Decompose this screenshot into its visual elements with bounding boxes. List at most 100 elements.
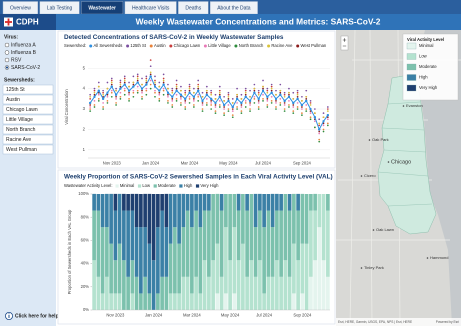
data-point <box>175 93 178 96</box>
data-point <box>314 120 316 123</box>
data-point <box>249 102 251 104</box>
bar-segment <box>228 194 232 261</box>
map-legend-label: High <box>419 75 428 80</box>
data-point <box>188 97 191 100</box>
data-point <box>162 87 165 90</box>
zoom-control[interactable] <box>340 35 349 51</box>
data-point <box>184 100 187 102</box>
data-point <box>171 87 174 90</box>
bar-segment <box>317 227 322 310</box>
help-link[interactable]: Click here for help <box>15 313 59 319</box>
data-point <box>145 75 148 78</box>
bar-segment <box>185 210 190 277</box>
sewershed-option[interactable]: Chicago Lawn <box>6 107 38 113</box>
legend-swatch <box>137 184 142 188</box>
zoom-icons <box>342 38 347 47</box>
sewershed-option[interactable]: Little Village <box>6 117 33 123</box>
bar-segment <box>245 210 249 277</box>
bar-segment <box>202 260 207 310</box>
data-point <box>128 100 130 102</box>
sewershed-button[interactable] <box>2 144 54 155</box>
data-point <box>249 108 251 110</box>
virus-option[interactable]: RSV <box>11 57 22 63</box>
data-point <box>210 104 213 106</box>
data-point <box>227 91 230 94</box>
data-point <box>288 91 290 94</box>
data-point <box>279 91 282 94</box>
place-label: Evanston <box>406 103 423 108</box>
virus-option[interactable]: SARS-CoV-2 <box>11 65 40 71</box>
nav-tab-label: Lab Testing <box>47 5 73 11</box>
bar-segment <box>207 276 211 310</box>
data-point <box>218 89 221 92</box>
sewershed-option[interactable]: West Pullman <box>6 147 37 153</box>
data-point <box>292 104 295 106</box>
bar-segment <box>122 210 126 261</box>
map-sewersheds <box>377 73 437 235</box>
data-point <box>123 75 126 78</box>
legend-marker <box>149 44 153 48</box>
data-point <box>136 73 139 76</box>
y-tick-label: 1 <box>83 147 86 152</box>
data-point <box>249 89 251 92</box>
sewershed-button[interactable] <box>2 84 54 95</box>
data-point <box>188 83 191 86</box>
bar-segment <box>270 227 275 277</box>
data-point <box>288 87 290 90</box>
bar-segment <box>245 276 249 310</box>
bar-segment <box>287 210 292 277</box>
bar-segment <box>177 293 181 310</box>
bar-segment <box>160 276 164 310</box>
data-point <box>171 91 174 94</box>
data-point <box>162 79 165 82</box>
data-point <box>175 83 178 86</box>
data-point <box>279 104 282 106</box>
virus-option[interactable]: Influenza B <box>11 50 37 56</box>
data-point <box>201 91 204 94</box>
sewershed-button[interactable] <box>2 94 54 105</box>
bar-segment <box>292 243 296 294</box>
bar-segment <box>198 227 203 294</box>
data-point <box>305 110 308 112</box>
data-point <box>162 73 165 76</box>
sewershed-button[interactable] <box>2 124 54 135</box>
bar-segment <box>164 227 169 277</box>
bar-segment <box>156 194 160 228</box>
data-point <box>210 108 213 110</box>
nav-tab-label: Overview <box>10 5 31 11</box>
map-lake <box>418 30 461 326</box>
data-point <box>318 140 321 143</box>
sewershed-button[interactable] <box>2 134 54 145</box>
data-point <box>154 91 156 94</box>
sewershed-option[interactable]: North Branch <box>6 127 36 133</box>
bar-segment <box>100 293 105 310</box>
data-point <box>270 100 273 102</box>
sewershed-option[interactable]: 125th St <box>6 87 25 93</box>
data-point <box>244 93 247 96</box>
data-point <box>301 108 303 110</box>
sewershed-option[interactable]: Austin <box>6 97 20 103</box>
data-point <box>97 85 100 88</box>
data-point <box>231 102 234 104</box>
data-point <box>275 106 277 108</box>
virus-option[interactable]: Influenza A <box>11 42 36 48</box>
radio-button[interactable] <box>4 57 10 63</box>
place-dot <box>387 161 390 163</box>
chart-title: Weekly Proportion of SARS-CoV-2 Sewershe… <box>64 174 333 181</box>
y-tick-label: 3 <box>83 106 86 111</box>
data-point <box>249 104 251 106</box>
series-line <box>88 75 330 131</box>
radio-button[interactable] <box>4 42 10 48</box>
sewershed-button[interactable] <box>2 104 54 115</box>
bar-segment <box>105 227 109 277</box>
bar-segment <box>147 193 152 244</box>
sewershed-button[interactable] <box>2 114 54 125</box>
data-point <box>322 116 325 119</box>
bar-segment <box>117 293 122 310</box>
data-point <box>106 87 109 90</box>
radio-button[interactable] <box>4 50 10 55</box>
data-point <box>106 100 109 102</box>
data-point <box>180 95 182 98</box>
legend-label: All Sewersheds <box>94 43 123 48</box>
sewershed-option[interactable]: Racine Ave <box>6 137 31 143</box>
